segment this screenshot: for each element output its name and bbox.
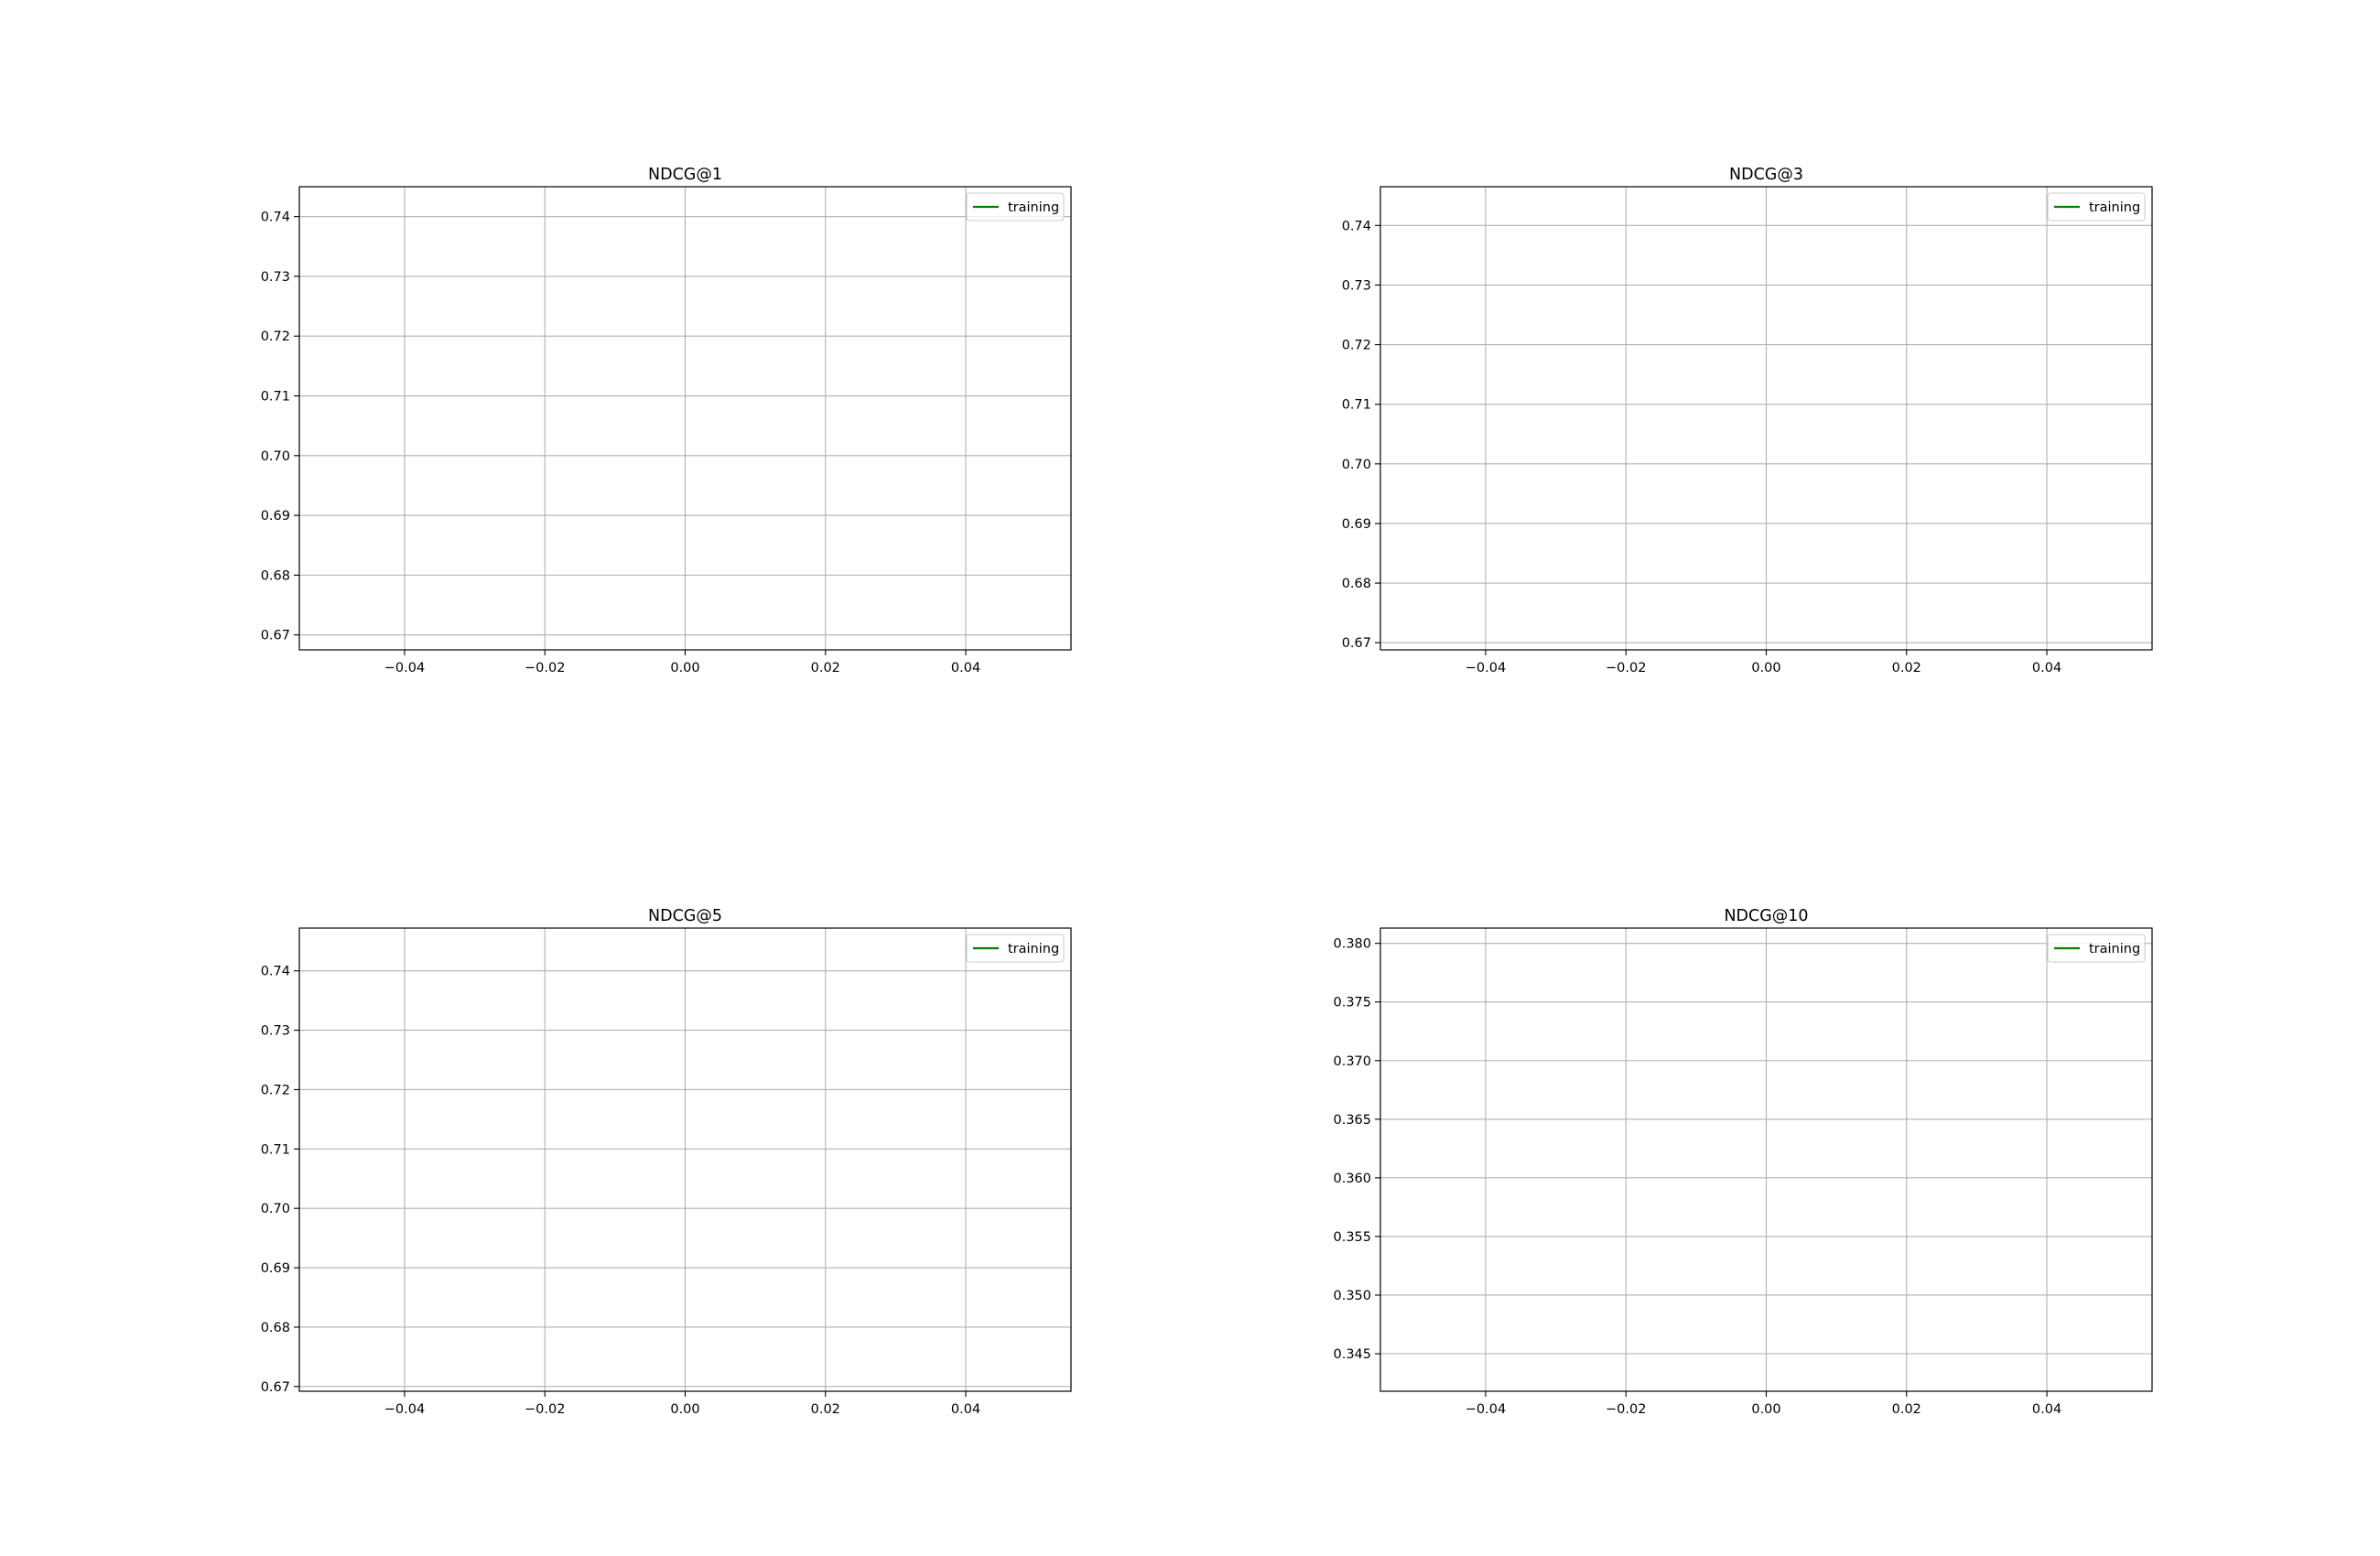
y-tick-label: 0.68 — [261, 1321, 290, 1335]
y-tick-label: 0.74 — [1342, 219, 1371, 233]
legend: training — [2047, 192, 2146, 222]
y-tick-label: 0.73 — [261, 270, 290, 285]
legend-box — [2047, 192, 2146, 222]
y-tick-label: 0.67 — [1342, 636, 1371, 651]
legend-box — [966, 192, 1065, 222]
x-tick-label: −0.04 — [384, 661, 425, 675]
x-tick-label: 0.00 — [670, 661, 699, 675]
x-tick-label: 0.02 — [811, 1402, 840, 1417]
y-tick-label: 0.365 — [1333, 1113, 1371, 1128]
y-tick-label: 0.355 — [1333, 1230, 1371, 1245]
legend: training — [966, 192, 1065, 222]
legend-label: training — [1008, 200, 1059, 215]
y-tick-label: 0.72 — [261, 1083, 290, 1097]
chart-panel-1: −0.04 −0.02 0.00 0.02 0.04 0.67 0.68 0.69 0.70 0.… — [261, 166, 1072, 675]
x-tick-label: 0.04 — [951, 661, 980, 675]
y-tick-label: 0.375 — [1333, 996, 1371, 1010]
x-tick-label: −0.04 — [1466, 661, 1506, 675]
legend-label: training — [2089, 942, 2140, 956]
legend-box — [2047, 934, 2146, 963]
chart-title: NDCG@10 — [1724, 907, 1808, 925]
y-tick-label: 0.68 — [1342, 577, 1371, 591]
y-tick-label: 0.70 — [261, 1202, 290, 1216]
x-tick-label: −0.02 — [1606, 1402, 1646, 1417]
x-tick-label: 0.04 — [2032, 661, 2061, 675]
x-tick-label: −0.04 — [1466, 1402, 1506, 1417]
y-tick-label: 0.73 — [1342, 278, 1371, 293]
x-tick-label: 0.02 — [1892, 1402, 1921, 1417]
x-tick-label: 0.00 — [1751, 661, 1780, 675]
x-tick-label: 0.00 — [670, 1402, 699, 1417]
y-tick-label: 0.350 — [1333, 1289, 1371, 1303]
x-tick-label: −0.02 — [1606, 661, 1646, 675]
y-tick-label: 0.72 — [1342, 339, 1371, 353]
legend-label: training — [1008, 942, 1059, 956]
chart-panel-3: −0.04 −0.02 0.00 0.02 0.04 0.67 0.68 0.69 0.70 0.… — [261, 907, 1072, 1417]
y-tick-label: 0.67 — [261, 1380, 290, 1395]
chart-title: NDCG@3 — [1729, 166, 1803, 184]
x-tick-label: −0.02 — [525, 1402, 565, 1417]
y-tick-label: 0.71 — [1342, 398, 1371, 413]
chart-title: NDCG@5 — [648, 907, 722, 925]
y-tick-label: 0.67 — [261, 629, 290, 643]
y-tick-label: 0.380 — [1333, 937, 1371, 952]
y-tick-label: 0.370 — [1333, 1054, 1371, 1069]
chart-panel-2: −0.04 −0.02 0.00 0.02 0.04 0.67 0.68 0.69 0.70 0.… — [1342, 166, 2153, 675]
y-tick-label: 0.74 — [261, 211, 290, 225]
legend: training — [2047, 934, 2146, 963]
x-tick-label: 0.04 — [951, 1402, 980, 1417]
chart-title: NDCG@1 — [648, 166, 722, 184]
chart-panel-4: −0.04 −0.02 0.00 0.02 0.04 0.345 0.350 0.355 0.3… — [1333, 907, 2153, 1417]
legend: training — [966, 934, 1065, 963]
legend-label: training — [2089, 200, 2140, 215]
y-tick-label: 0.69 — [261, 1261, 290, 1276]
x-tick-label: −0.02 — [525, 661, 565, 675]
y-tick-label: 0.69 — [261, 509, 290, 524]
y-tick-label: 0.345 — [1333, 1347, 1371, 1362]
x-tick-label: 0.00 — [1751, 1402, 1780, 1417]
y-tick-label: 0.73 — [261, 1024, 290, 1039]
legend-box — [966, 934, 1065, 963]
y-tick-label: 0.70 — [261, 449, 290, 464]
y-tick-label: 0.71 — [261, 390, 290, 405]
y-tick-label: 0.71 — [261, 1142, 290, 1157]
x-tick-label: 0.04 — [2032, 1402, 2061, 1417]
y-tick-label: 0.360 — [1333, 1172, 1371, 1186]
y-tick-label: 0.70 — [1342, 458, 1371, 472]
x-tick-label: −0.04 — [384, 1402, 425, 1417]
y-tick-label: 0.74 — [261, 965, 290, 979]
y-tick-label: 0.72 — [261, 330, 290, 344]
x-tick-label: 0.02 — [1892, 661, 1921, 675]
y-tick-label: 0.69 — [1342, 517, 1371, 532]
x-tick-label: 0.02 — [811, 661, 840, 675]
y-tick-label: 0.68 — [261, 568, 290, 583]
